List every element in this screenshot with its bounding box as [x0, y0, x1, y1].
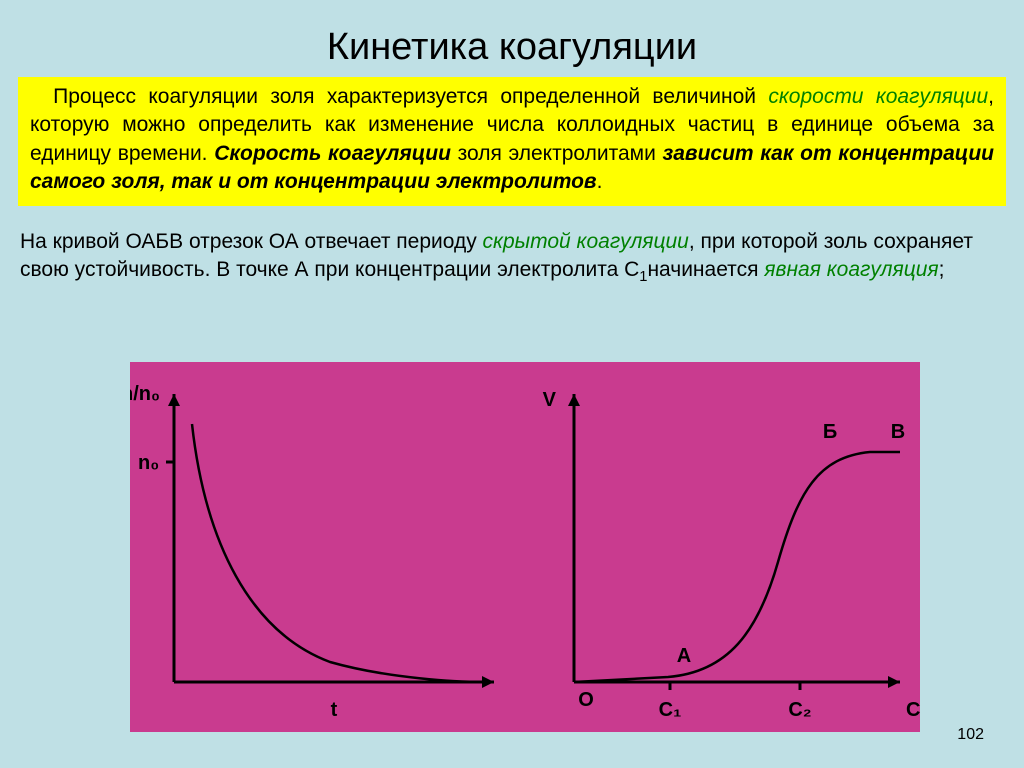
- body-text-1: На кривой ОАБВ отрезок ОА отвечает перио…: [20, 230, 483, 253]
- slide-title: Кинетика коагуляции: [0, 0, 1024, 77]
- intro-text-4: .: [597, 170, 603, 193]
- svg-text:n₀: n₀: [138, 452, 159, 474]
- charts-svg: n₀ n/n₀ t V C О А Б В С₁ С₂: [130, 362, 920, 732]
- body-paragraph: На кривой ОАБВ отрезок ОА отвечает перио…: [20, 228, 1004, 287]
- svg-text:С₁: С₁: [659, 699, 682, 721]
- svg-text:n/n₀: n/n₀: [130, 383, 160, 405]
- svg-text:Б: Б: [823, 421, 837, 443]
- svg-text:А: А: [677, 645, 691, 667]
- slide: Кинетика коагуляции Процесс коагуляции з…: [0, 0, 1024, 768]
- body-text-3: начинается: [647, 258, 764, 281]
- intro-bold-1: Скорость коагуляции: [214, 142, 451, 165]
- body-term-2: явная коагуляция: [764, 258, 938, 281]
- svg-text:С₂: С₂: [788, 699, 811, 721]
- svg-text:V: V: [543, 389, 557, 411]
- intro-text-1: Процесс коагуляции золя характеризуется …: [53, 85, 768, 108]
- chart-panel: n₀ n/n₀ t V C О А Б В С₁ С₂: [130, 362, 920, 732]
- body-text-4: ;: [939, 258, 945, 281]
- intro-box: Процесс коагуляции золя характеризуется …: [18, 77, 1006, 206]
- page-number: 102: [957, 726, 984, 744]
- body-term-1: скрытой коагуляции: [483, 230, 689, 253]
- svg-text:В: В: [891, 421, 905, 443]
- intro-text-3: золя электролитами: [451, 142, 663, 165]
- svg-text:C: C: [906, 699, 920, 721]
- intro-term-1: скорости коагуляции: [768, 85, 988, 108]
- svg-text:t: t: [331, 699, 338, 721]
- svg-text:О: О: [578, 689, 594, 711]
